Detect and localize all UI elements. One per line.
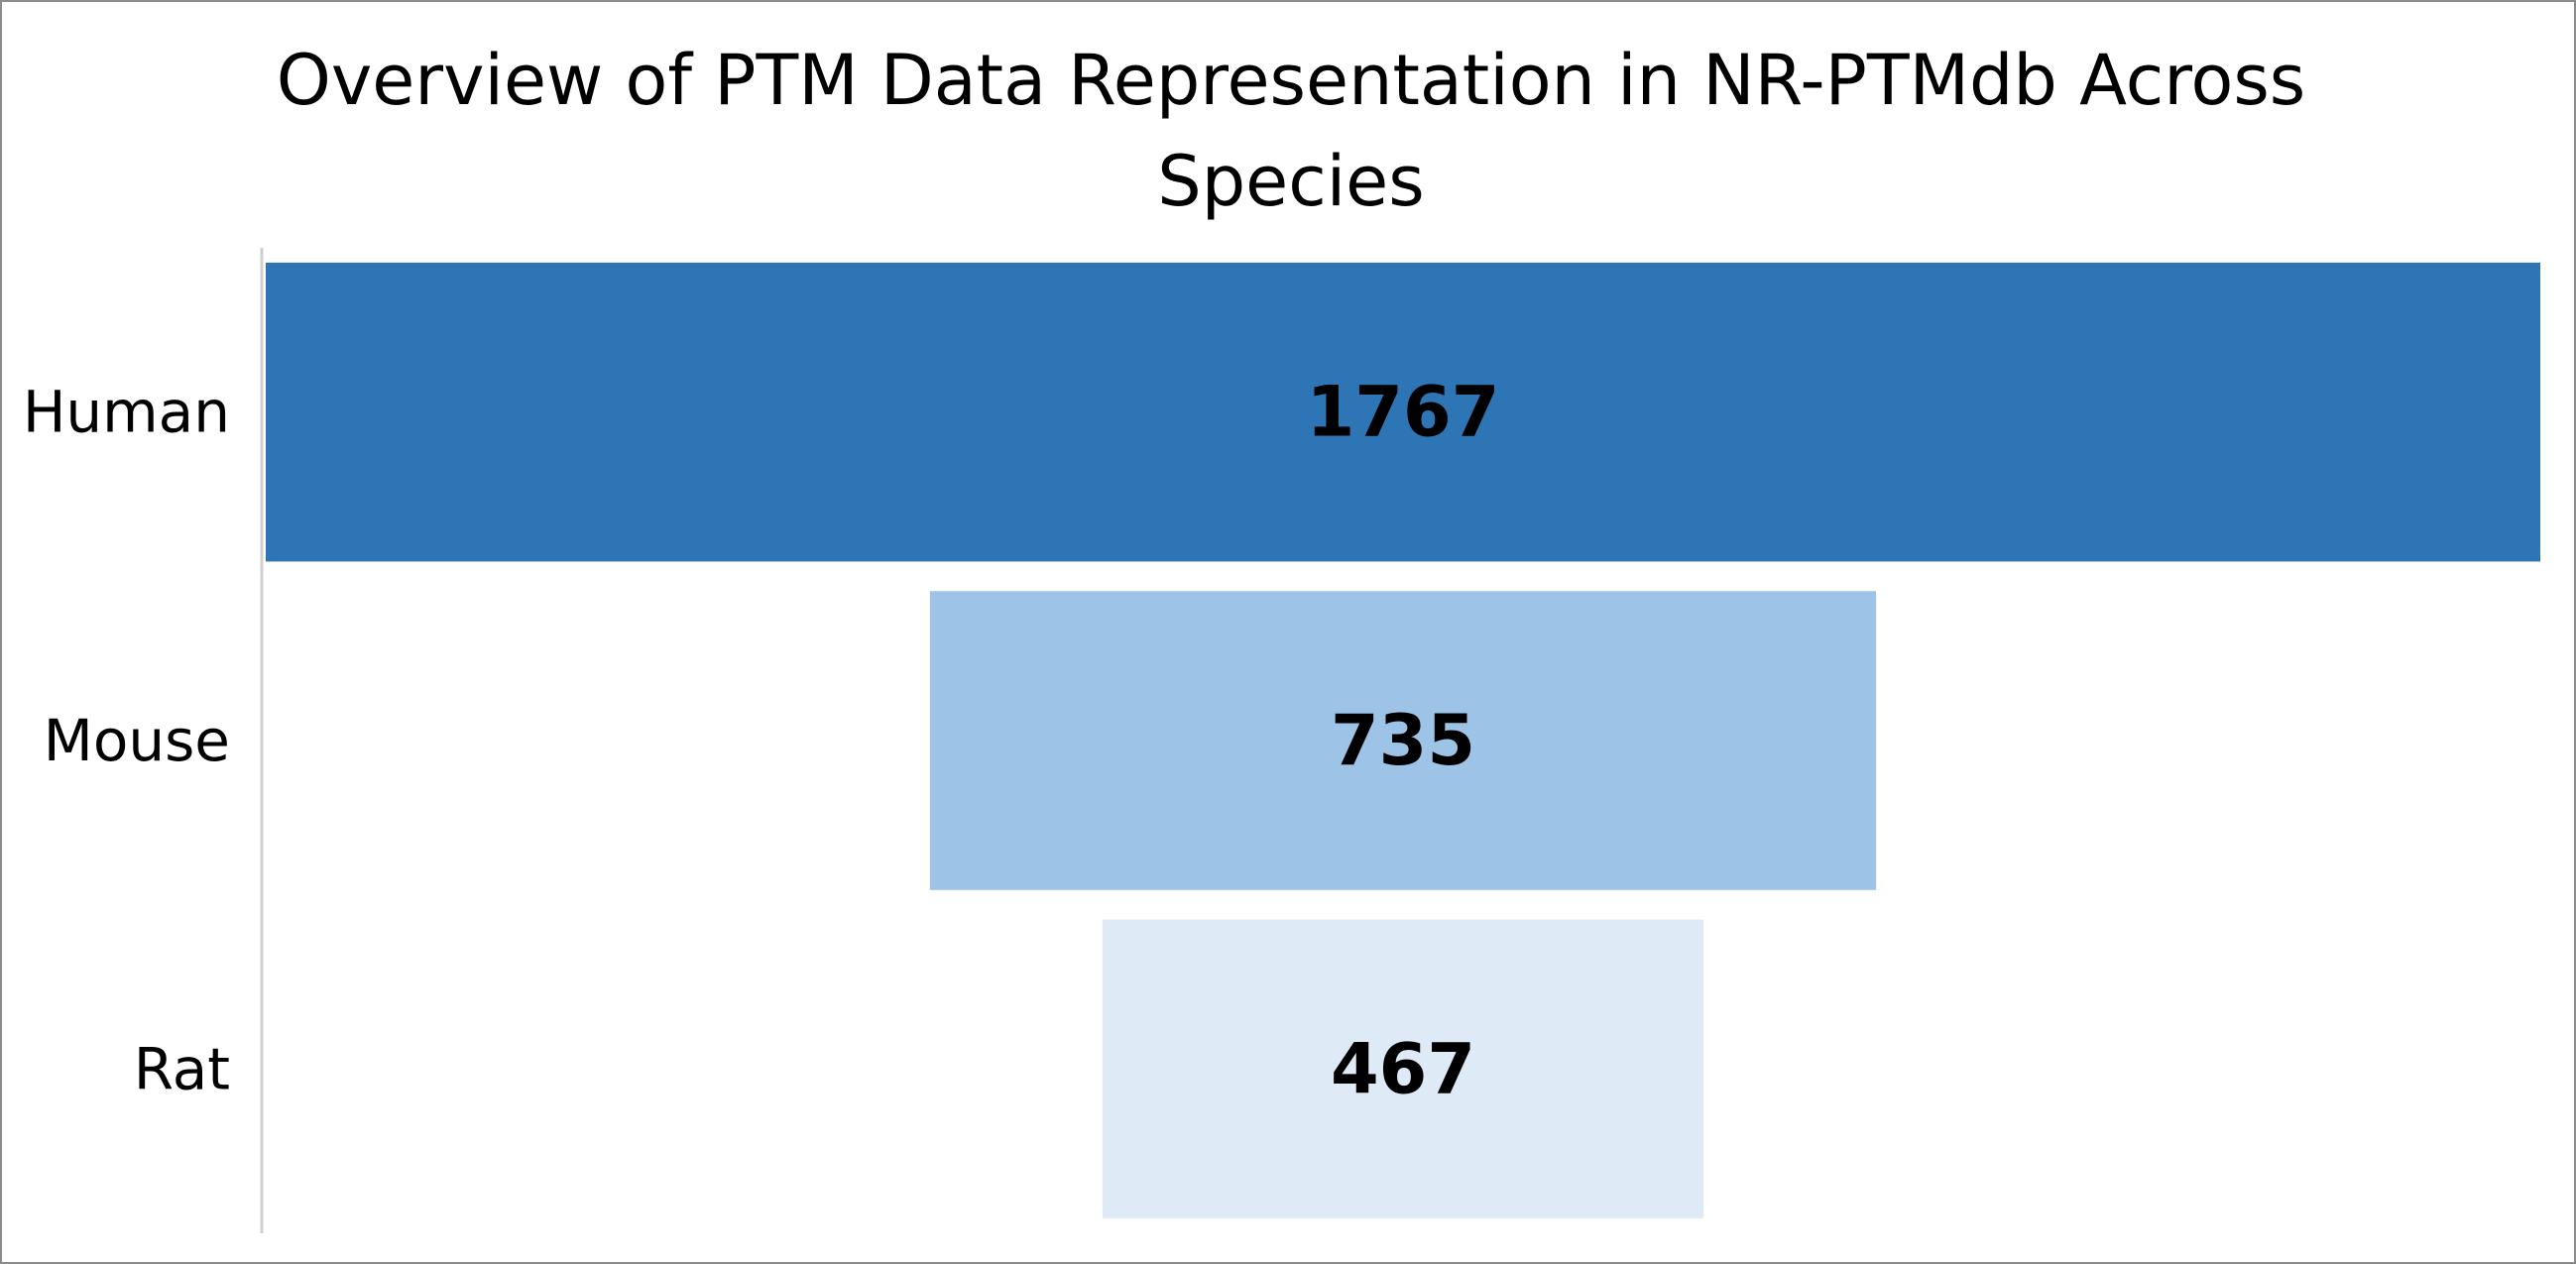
- funnel-bar-rat: [1102, 919, 1704, 1219]
- category-label-human: Human: [23, 379, 230, 446]
- data-label-mouse: 735: [1331, 700, 1475, 781]
- category-label-rat: Rat: [134, 1035, 230, 1102]
- funnel-bar-human: [266, 262, 2540, 562]
- category-label-mouse: Mouse: [44, 707, 230, 774]
- data-label-human: 1767: [1307, 372, 1500, 453]
- chart-title: Overview of PTM Data Representation in N…: [276, 40, 2306, 222]
- funnel-bar-mouse: [929, 591, 1877, 890]
- data-label-rat: 467: [1331, 1028, 1475, 1109]
